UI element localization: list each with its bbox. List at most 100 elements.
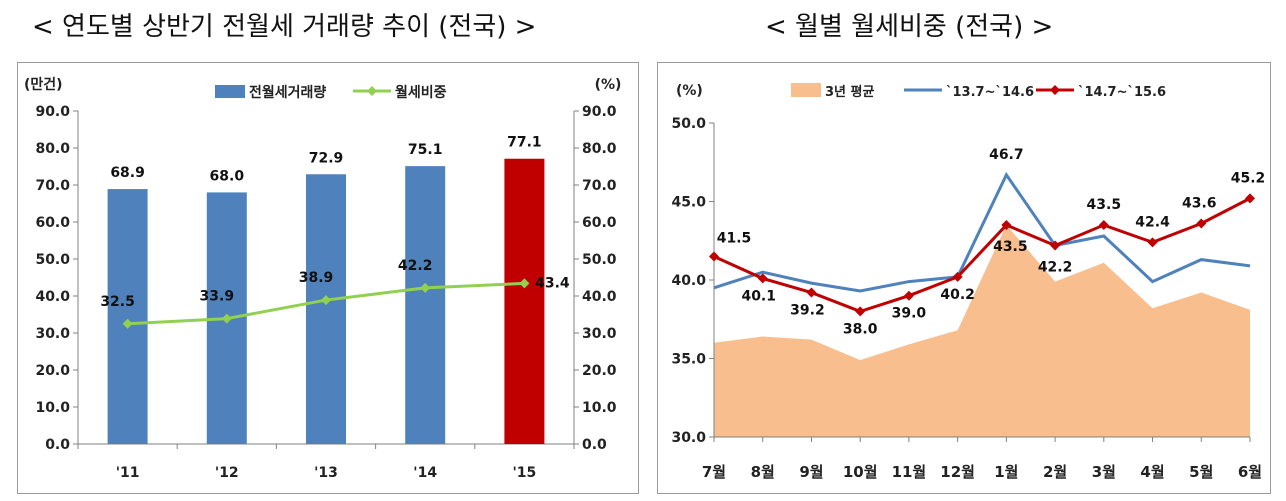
data-label: 38.0 (843, 321, 878, 337)
y-tick-label: 35.0 (671, 352, 706, 368)
line-value-label: 43.4 (535, 275, 570, 291)
line-value-label: 32.5 (100, 294, 135, 310)
right-y-tick-label: 70.0 (582, 178, 617, 194)
bar-value-label: 75.1 (408, 142, 443, 158)
line-point (1098, 220, 1109, 231)
line-point (1050, 240, 1061, 251)
bar-14 (405, 166, 446, 444)
bar-15 (504, 158, 545, 444)
left-y-tick-label: 90.0 (35, 104, 70, 120)
y-tick-label: 50.0 (671, 116, 706, 132)
right-y-tick-label: 30.0 (582, 326, 617, 342)
series-line-2013-2014 (713, 171, 1251, 293)
right-y-tick-label: 0.0 (582, 437, 607, 453)
data-label: 39.0 (892, 306, 927, 322)
x-tick-label: '15 (513, 465, 537, 481)
left-y-tick-label: 80.0 (35, 141, 70, 157)
left-y-tick-label: 50.0 (35, 252, 70, 268)
yearly-volume-chart: 0.0 0.0 10.0 10.0 20.0 20.0 30.0 30.0 40.0 40.0 50… (24, 76, 621, 481)
legend-swatch-3yr-average (791, 83, 821, 97)
bar-value-label: 68.9 (110, 165, 145, 181)
x-tick-label: 1월 (994, 463, 1018, 481)
y-tick-label: 45.0 (671, 195, 706, 211)
line-point (1196, 218, 1207, 229)
x-tick-label: 7월 (702, 463, 726, 481)
bar-11 (107, 189, 148, 444)
line-point (221, 313, 232, 324)
line-point (855, 306, 866, 317)
right-y-tick-label: 10.0 (582, 400, 617, 416)
line-point (709, 251, 719, 262)
data-label: 42.4 (1135, 214, 1170, 230)
legend-label-3yr-average: 3년 평균 (825, 84, 874, 100)
legend-label-volume: 전월세거래량 (249, 84, 326, 101)
left-y-tick-label: 10.0 (35, 400, 70, 416)
data-label: 43.5 (993, 239, 1028, 255)
left-y-tick-label: 30.0 (35, 326, 70, 342)
bar-value-label: 68.0 (210, 168, 245, 184)
line-point (806, 287, 817, 298)
right-chart-panel: 30.0 35.0 40.0 45.0 50.0 7월 8월 9월 10월 11월 12월 1월 2월 3… (657, 62, 1271, 494)
y-tick-label: 30.0 (671, 430, 706, 446)
line-point (1245, 193, 1255, 204)
data-label: 39.2 (790, 303, 825, 319)
legend-label-share: 월세비중 (395, 84, 447, 101)
bar-value-label: 77.1 (507, 135, 542, 151)
right-y-tick-label: 60.0 (582, 215, 617, 231)
x-tick-label: 4월 (1140, 463, 1164, 481)
data-label: 43.6 (1182, 195, 1217, 211)
left-y-tick-label: 70.0 (35, 178, 70, 194)
x-tick-label: 12월 (940, 463, 975, 481)
x-tick-label: 2월 (1043, 463, 1067, 481)
line-value-label: 33.9 (200, 289, 235, 305)
line-point (519, 278, 530, 289)
left-y-tick-label: 60.0 (35, 215, 70, 231)
line-point (757, 273, 768, 284)
left-chart-panel: 0.0 0.0 10.0 10.0 20.0 20.0 30.0 30.0 40.0 40.0 50… (17, 62, 639, 494)
x-tick-label: '12 (215, 465, 239, 481)
right-y-tick-label: 50.0 (582, 252, 617, 268)
x-tick-label: 9월 (799, 463, 823, 481)
series-area-3yr-average (714, 225, 1250, 437)
bar-value-label: 72.9 (309, 150, 344, 166)
series-line-2014-2015 (713, 197, 1251, 313)
x-tick-label: 8월 (751, 463, 775, 481)
legend-swatch-volume (215, 85, 245, 98)
data-label: 43.5 (1087, 197, 1122, 213)
right-y-tick-label: 80.0 (582, 141, 617, 157)
y-axis-unit: (%) (676, 83, 703, 99)
line-point (1001, 220, 1012, 231)
data-label: 41.5 (717, 230, 752, 246)
data-label: 40.2 (940, 287, 975, 303)
line-value-label: 38.9 (299, 270, 334, 286)
x-tick-label: 11월 (892, 463, 927, 481)
line-point (420, 282, 431, 293)
legend-label-2013-2014: `13.7~`14.6 (946, 85, 1034, 100)
legend-marker-share (367, 86, 377, 96)
x-tick-label: '14 (413, 465, 437, 481)
left-y-tick-label: 20.0 (35, 363, 70, 379)
left-chart-title: < 연도별 상반기 전월세 거래량 추이 (전국) > (32, 12, 537, 42)
data-label: 40.1 (741, 288, 776, 304)
x-tick-label: 3월 (1092, 463, 1116, 481)
x-tick-label: 5월 (1189, 463, 1213, 481)
left-y-tick-label: 40.0 (35, 289, 70, 305)
right-y-tick-label: 40.0 (582, 289, 617, 305)
line-point (1147, 237, 1158, 248)
line-point (903, 290, 914, 301)
x-tick-label: '11 (116, 465, 140, 481)
monthly-share-chart: 30.0 35.0 40.0 45.0 50.0 7월 8월 9월 10월 11월 12월 1월 2월 3… (671, 83, 1266, 481)
bar-13 (306, 174, 346, 444)
legend-marker-2014-2015 (1050, 85, 1060, 95)
data-label: 42.2 (1038, 259, 1073, 275)
legend-label-2014-2015: `14.7~`15.6 (1078, 85, 1166, 100)
line-point (122, 318, 133, 329)
left-y-tick-label: 0.0 (45, 437, 70, 453)
line-value-label: 42.2 (398, 258, 433, 274)
data-label: 45.2 (1231, 170, 1266, 186)
line-point (952, 271, 963, 282)
right-chart-title: < 월별 월세비중 (전국) > (765, 12, 1054, 42)
data-label: 46.7 (989, 147, 1024, 163)
x-tick-label: 6월 (1238, 463, 1262, 481)
line-point (321, 295, 331, 306)
